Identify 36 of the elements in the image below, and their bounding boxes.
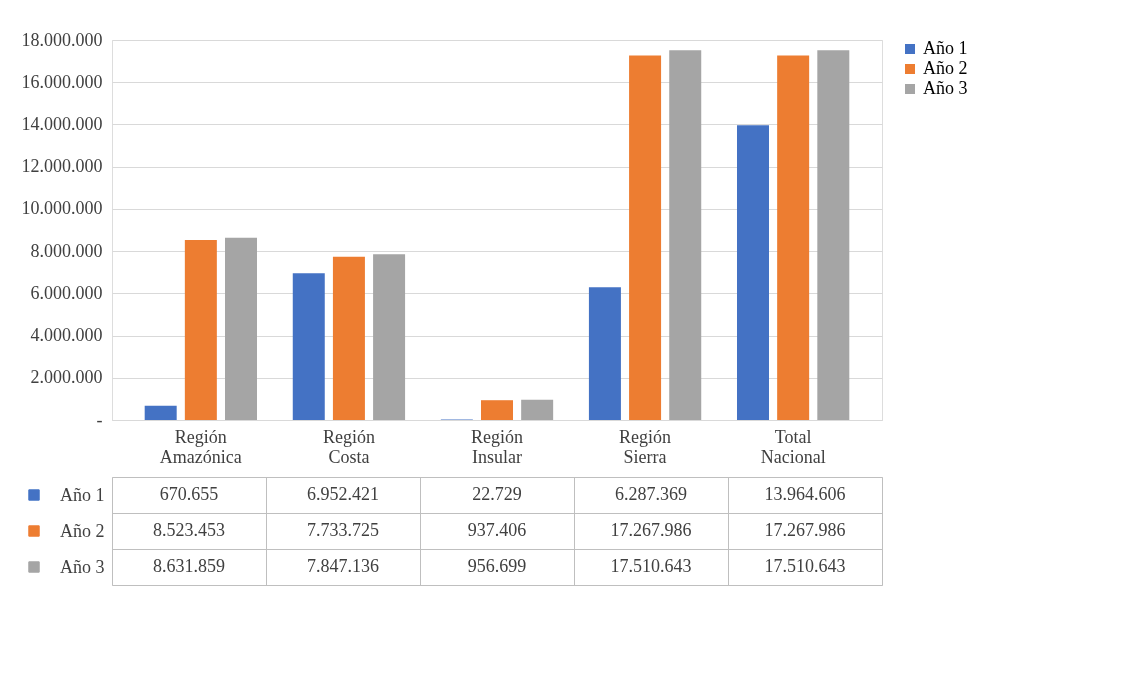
y-tick-label: 10.000.000 [21,198,103,219]
data-label: 17.267.986 [610,520,692,540]
data-label: 670.655 [159,484,219,504]
legend-label: Año 2 [923,58,968,78]
data-label: 17.267.986 [764,520,846,540]
data-label: 17.510.643 [764,556,846,576]
x-tick-label: Región Sierra [619,426,672,467]
legend-label: Año 1 [60,484,105,505]
data-label: 956.699 [467,556,527,576]
x-tick-label: Región Amazónica [159,426,242,467]
data-label: 17.510.643 [610,556,692,576]
x-tick-label: Total Nacional [760,426,826,467]
y-tick-label: 12.000.000 [21,156,103,177]
y-tick-label: 4.000.000 [30,325,103,346]
data-label: 8.631.859 [153,556,225,576]
data-label: 22.729 [472,484,522,504]
y-tick-label: 16.000.000 [21,71,103,92]
text: Año 3 [60,556,105,577]
y-tick-label: 14.000.000 [21,113,103,134]
data-label: 937.406 [467,520,527,540]
data-label: 13.964.606 [764,484,846,504]
y-tick-label: 2.000.000 [30,367,103,388]
x-tick-label: Región Costa [322,426,375,467]
data-label: 6.952.421 [307,484,379,504]
y-tick-label: 18.000.000 [21,29,103,50]
y-tick-label: - [96,409,103,430]
y-tick-label: 6.000.000 [30,282,103,303]
text: Año 2 [60,520,105,541]
y-tick-label: 8.000.000 [30,240,103,261]
data-label: 8.523.453 [153,520,225,540]
text: Año 1 [923,38,968,58]
data-label: 6.287.369 [615,484,687,504]
data-label: 7.847.136 [307,556,379,576]
x-tick-label: Región Insular [471,426,523,467]
legend-label: Año 3 [923,78,968,98]
data-label: 7.733.725 [307,520,379,540]
